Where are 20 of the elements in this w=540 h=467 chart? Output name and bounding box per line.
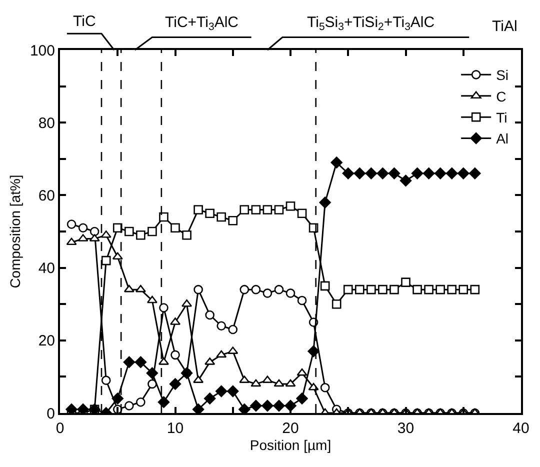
- legend-label: Si: [496, 67, 509, 84]
- text: TiC+Ti$_{3}$AlC: [165, 14, 239, 34]
- text: TiAl: [492, 18, 518, 35]
- x-axis-title: Position [µm]: [250, 437, 332, 453]
- x-tick-label: 20: [282, 420, 299, 437]
- text: Ti$_{5}$Si$_{3}$+TiSi$_{2}$+Ti$_{3}$AlC: [307, 14, 435, 34]
- y-tick-label: 100: [30, 42, 55, 60]
- y-axis-title: Composition [at%]: [7, 174, 24, 288]
- legend-label: Al: [496, 130, 509, 147]
- x-tick-label: 10: [166, 420, 184, 437]
- text: TiC: [73, 13, 96, 30]
- legend-label: C: [496, 88, 506, 104]
- y-tick-label: 40: [38, 260, 55, 278]
- y-tick-label: 0: [46, 405, 55, 422]
- x-tick-label: 40: [512, 420, 530, 437]
- y-tick-label: 80: [38, 114, 55, 132]
- y-tick-label: 20: [38, 332, 55, 350]
- legend-label: Ti: [496, 110, 508, 126]
- y-tick-label: 60: [38, 187, 55, 204]
- x-tick-label: 30: [397, 420, 414, 437]
